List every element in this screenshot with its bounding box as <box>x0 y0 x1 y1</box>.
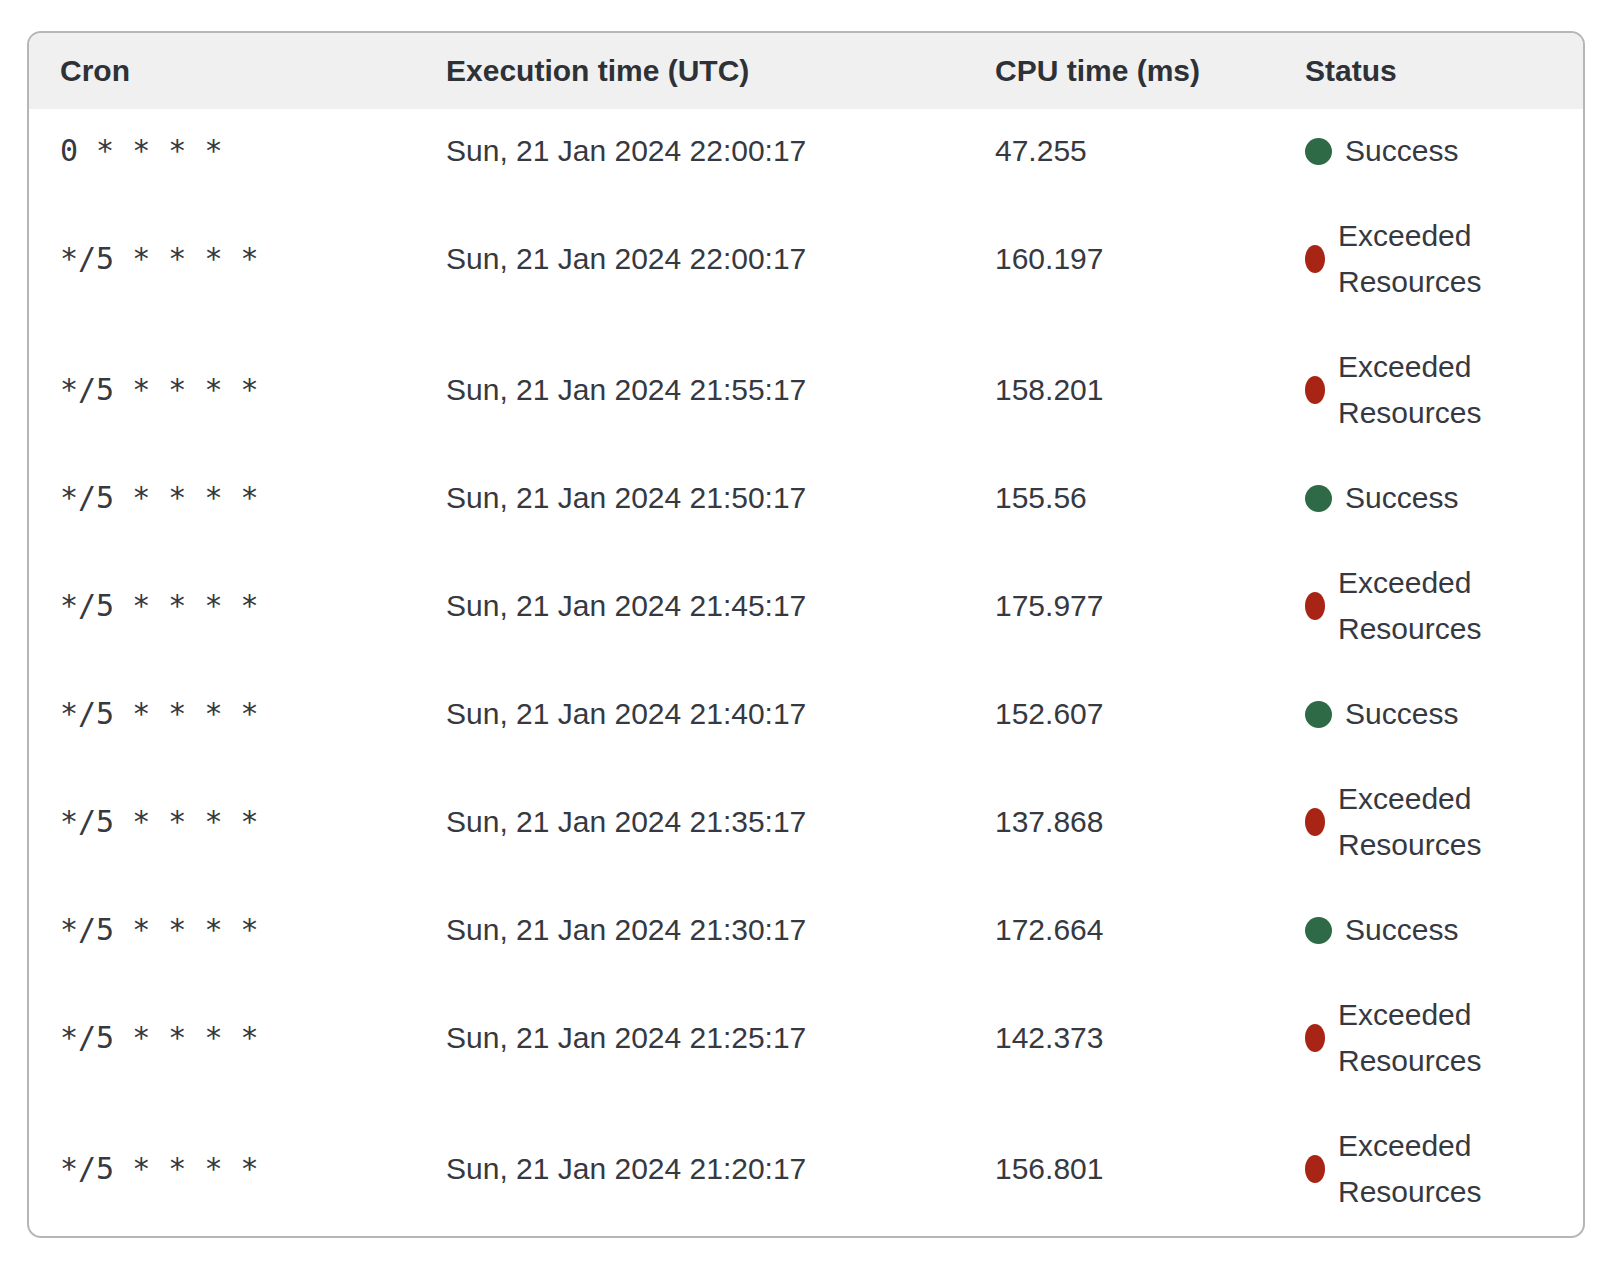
status-indicator: Exceeded Resources <box>1305 1123 1557 1215</box>
status-cell: Exceeded Resources <box>1305 973 1583 1104</box>
cron-cell: */5 * * * * <box>29 888 446 973</box>
execution-time-cell: Sun, 21 Jan 2024 22:00:17 <box>446 109 995 194</box>
status-label: Success <box>1345 691 1458 737</box>
status-cell: Exceeded Resources <box>1305 325 1583 456</box>
status-dot-icon <box>1305 376 1325 404</box>
cron-cell: */5 * * * * <box>29 194 446 325</box>
status-label: Exceeded Resources <box>1338 992 1557 1084</box>
execution-time-cell: Sun, 21 Jan 2024 21:55:17 <box>446 325 995 456</box>
status-dot-icon <box>1305 1024 1325 1052</box>
table-row: */5 * * * * Sun, 21 Jan 2024 21:25:17 14… <box>29 973 1583 1104</box>
execution-time-cell: Sun, 21 Jan 2024 21:40:17 <box>446 672 995 757</box>
status-label: Success <box>1345 128 1458 174</box>
status-dot-icon <box>1305 917 1332 944</box>
cron-cell: */5 * * * * <box>29 973 446 1104</box>
cpu-time-cell: 47.255 <box>995 109 1305 194</box>
status-cell: Success <box>1305 672 1583 757</box>
table-row: */5 * * * * Sun, 21 Jan 2024 21:45:17 17… <box>29 541 1583 672</box>
column-header-status: Status <box>1305 33 1583 109</box>
execution-time-cell: Sun, 21 Jan 2024 21:25:17 <box>446 973 995 1104</box>
status-indicator: Success <box>1305 691 1557 737</box>
cpu-time-cell: 137.868 <box>995 757 1305 888</box>
cpu-time-cell: 142.373 <box>995 973 1305 1104</box>
status-indicator: Exceeded Resources <box>1305 344 1557 436</box>
cron-events-table: Cron Execution time (UTC) CPU time (ms) … <box>29 33 1583 1235</box>
cpu-time-cell: 172.664 <box>995 888 1305 973</box>
status-indicator: Success <box>1305 475 1557 521</box>
status-dot-icon <box>1305 485 1332 512</box>
status-dot-icon <box>1305 592 1325 620</box>
execution-time-cell: Sun, 21 Jan 2024 21:20:17 <box>446 1104 995 1235</box>
table-header: Cron Execution time (UTC) CPU time (ms) … <box>29 33 1583 109</box>
status-label: Success <box>1345 907 1458 953</box>
table-header-row: Cron Execution time (UTC) CPU time (ms) … <box>29 33 1583 109</box>
table-row: */5 * * * * Sun, 21 Jan 2024 21:55:17 15… <box>29 325 1583 456</box>
table-row: */5 * * * * Sun, 21 Jan 2024 22:00:17 16… <box>29 194 1583 325</box>
status-indicator: Exceeded Resources <box>1305 213 1557 305</box>
status-indicator: Success <box>1305 907 1557 953</box>
column-header-cron: Cron <box>29 33 446 109</box>
status-dot-icon <box>1305 808 1325 836</box>
execution-time-cell: Sun, 21 Jan 2024 21:45:17 <box>446 541 995 672</box>
cron-cell: */5 * * * * <box>29 325 446 456</box>
status-dot-icon <box>1305 1155 1325 1183</box>
table-row: */5 * * * * Sun, 21 Jan 2024 21:40:17 15… <box>29 672 1583 757</box>
cpu-time-cell: 158.201 <box>995 325 1305 456</box>
cpu-time-cell: 160.197 <box>995 194 1305 325</box>
table-row: */5 * * * * Sun, 21 Jan 2024 21:30:17 17… <box>29 888 1583 973</box>
status-label: Success <box>1345 475 1458 521</box>
column-header-cpu-time: CPU time (ms) <box>995 33 1305 109</box>
cron-cell: */5 * * * * <box>29 541 446 672</box>
status-dot-icon <box>1305 701 1332 728</box>
status-cell: Exceeded Resources <box>1305 1104 1583 1235</box>
cron-cell: */5 * * * * <box>29 1104 446 1235</box>
status-indicator: Success <box>1305 128 1557 174</box>
cpu-time-cell: 155.56 <box>995 456 1305 541</box>
status-cell: Success <box>1305 109 1583 194</box>
status-cell: Success <box>1305 888 1583 973</box>
cron-cell: */5 * * * * <box>29 757 446 888</box>
cron-events-card: Cron Execution time (UTC) CPU time (ms) … <box>27 31 1585 1238</box>
execution-time-cell: Sun, 21 Jan 2024 21:50:17 <box>446 456 995 541</box>
status-dot-icon <box>1305 245 1325 273</box>
cron-cell: */5 * * * * <box>29 456 446 541</box>
page: Cron Execution time (UTC) CPU time (ms) … <box>0 0 1618 1266</box>
table-row: */5 * * * * Sun, 21 Jan 2024 21:20:17 15… <box>29 1104 1583 1235</box>
status-label: Exceeded Resources <box>1338 776 1557 868</box>
status-cell: Exceeded Resources <box>1305 194 1583 325</box>
status-indicator: Exceeded Resources <box>1305 560 1557 652</box>
status-cell: Success <box>1305 456 1583 541</box>
table-row: */5 * * * * Sun, 21 Jan 2024 21:50:17 15… <box>29 456 1583 541</box>
status-label: Exceeded Resources <box>1338 344 1557 436</box>
status-label: Exceeded Resources <box>1338 213 1557 305</box>
execution-time-cell: Sun, 21 Jan 2024 21:30:17 <box>446 888 995 973</box>
status-label: Exceeded Resources <box>1338 1123 1557 1215</box>
table-body: 0 * * * * Sun, 21 Jan 2024 22:00:17 47.2… <box>29 109 1583 1235</box>
status-label: Exceeded Resources <box>1338 560 1557 652</box>
cron-cell: 0 * * * * <box>29 109 446 194</box>
cpu-time-cell: 152.607 <box>995 672 1305 757</box>
status-cell: Exceeded Resources <box>1305 757 1583 888</box>
status-indicator: Exceeded Resources <box>1305 992 1557 1084</box>
cpu-time-cell: 156.801 <box>995 1104 1305 1235</box>
cron-cell: */5 * * * * <box>29 672 446 757</box>
column-header-execution-time: Execution time (UTC) <box>446 33 995 109</box>
execution-time-cell: Sun, 21 Jan 2024 21:35:17 <box>446 757 995 888</box>
status-dot-icon <box>1305 138 1332 165</box>
table-row: 0 * * * * Sun, 21 Jan 2024 22:00:17 47.2… <box>29 109 1583 194</box>
table-row: */5 * * * * Sun, 21 Jan 2024 21:35:17 13… <box>29 757 1583 888</box>
status-indicator: Exceeded Resources <box>1305 776 1557 868</box>
status-cell: Exceeded Resources <box>1305 541 1583 672</box>
execution-time-cell: Sun, 21 Jan 2024 22:00:17 <box>446 194 995 325</box>
cpu-time-cell: 175.977 <box>995 541 1305 672</box>
